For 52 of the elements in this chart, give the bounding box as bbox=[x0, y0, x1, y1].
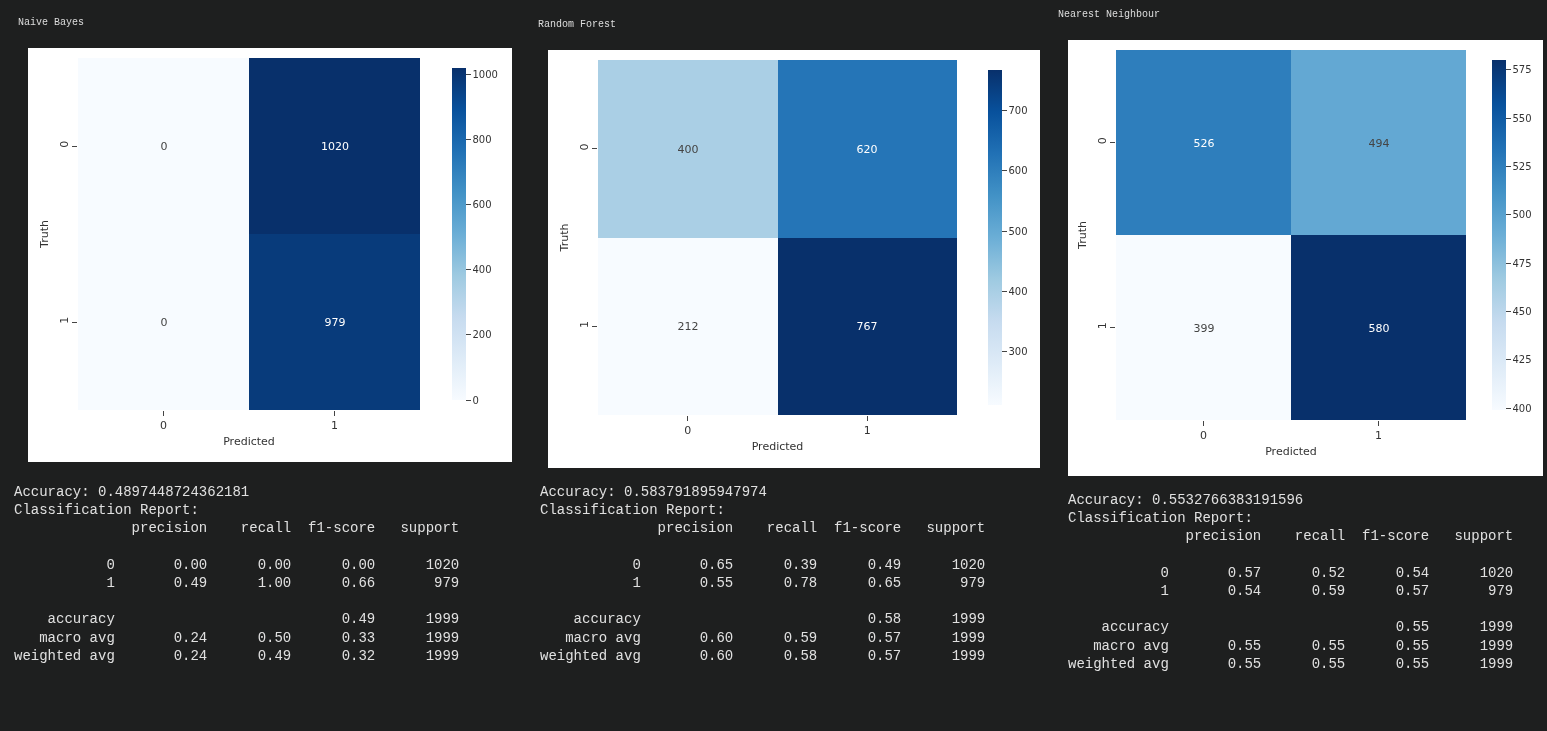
color-bar-label: 525 bbox=[1512, 160, 1532, 172]
x-tick-label: 1 bbox=[331, 419, 338, 433]
text: Accuracy: 0.5532766383191596 bbox=[1068, 492, 1304, 508]
x-tick-label: 0 bbox=[684, 424, 692, 438]
data-label: 399 bbox=[1193, 321, 1215, 335]
color-bar-label: 1000 bbox=[472, 69, 498, 81]
text: Accuracy: 0.4897448724362181 bbox=[14, 484, 250, 500]
color-bar-label: 600 bbox=[472, 199, 492, 211]
y-axis-title: Truth bbox=[558, 223, 572, 253]
color-bar-label: 550 bbox=[1512, 112, 1532, 124]
x-tick-label: 1 bbox=[863, 424, 871, 438]
color-bar-label: 425 bbox=[1512, 354, 1532, 366]
x-tick-label: 0 bbox=[1200, 429, 1207, 443]
data-label: 494 bbox=[1368, 136, 1390, 150]
color-bar-label: 400 bbox=[1008, 286, 1028, 298]
chart-title: Random Forest bbox=[538, 19, 617, 30]
x-axis-title: Predicted bbox=[1265, 445, 1317, 459]
color-bar-label: 700 bbox=[1008, 104, 1028, 116]
color-bar-label: 200 bbox=[472, 329, 492, 341]
text: Classification Report: precision recall f1-score support 0 0.57 0.52 0.54 1020 1 0.54 0.59 0.57 979 accuracy 0.55 1999 macro avg 0.55 0.55 0.55 1999 weighted avg 0.55 0.55 0.55 1999 bbox=[1068, 510, 1514, 672]
x-tick-label: 1 bbox=[1375, 429, 1382, 443]
x-tick-label: 0 bbox=[160, 419, 167, 433]
chart-title: Naive Bayes bbox=[18, 17, 85, 28]
color-bar-label: 575 bbox=[1512, 64, 1532, 76]
color-bar-label: 600 bbox=[1008, 165, 1028, 177]
color-bar-label: 0 bbox=[472, 394, 479, 406]
color-bar-label: 500 bbox=[1512, 209, 1532, 221]
data-label: 620 bbox=[856, 142, 878, 156]
text: Classification Report: precision recall f1-score support 0 0.65 0.39 0.49 1020 1 0.55 0.78 0.65 979 accuracy 0.58 1999 macro avg 0.60 0.59 0.57 1999 weighted avg 0.60 0.58 0.57 1999 bbox=[540, 502, 986, 664]
x-axis-title: Predicted bbox=[751, 440, 804, 454]
color-bar-label: 400 bbox=[472, 264, 492, 276]
data-label: 979 bbox=[324, 315, 346, 329]
data-label: 0 bbox=[160, 315, 168, 329]
y-axis-title: Truth bbox=[38, 220, 52, 249]
color-bar-label: 800 bbox=[472, 134, 492, 146]
chart-title: Nearest Neighbour bbox=[1058, 9, 1161, 20]
data-label: 212 bbox=[677, 319, 699, 333]
data-label: 0 bbox=[160, 139, 168, 153]
text: Accuracy: 0.583791895947974 bbox=[540, 484, 767, 500]
data-label: 526 bbox=[1193, 136, 1215, 150]
data-label: 767 bbox=[856, 319, 878, 333]
color-bar-label: 400 bbox=[1512, 402, 1532, 414]
color-bar-label: 500 bbox=[1008, 225, 1028, 237]
x-axis-title: Predicted bbox=[223, 435, 275, 449]
data-label: 400 bbox=[677, 142, 699, 156]
data-label: 580 bbox=[1368, 321, 1390, 335]
color-bar-label: 300 bbox=[1008, 346, 1028, 358]
y-axis-title: Truth bbox=[1076, 221, 1090, 250]
data-label: 1020 bbox=[321, 139, 349, 153]
color-bar-label: 475 bbox=[1512, 257, 1532, 269]
color-bar-label: 450 bbox=[1512, 305, 1532, 317]
text: Classification Report: precision recall f1-score support 0 0.00 0.00 0.00 1020 1 0.49 1.00 0.66 979 accuracy 0.49 1999 macro avg 0.24 0.50 0.33 1999 weighted avg 0.24 0.49 0.32 1999 bbox=[14, 502, 460, 664]
